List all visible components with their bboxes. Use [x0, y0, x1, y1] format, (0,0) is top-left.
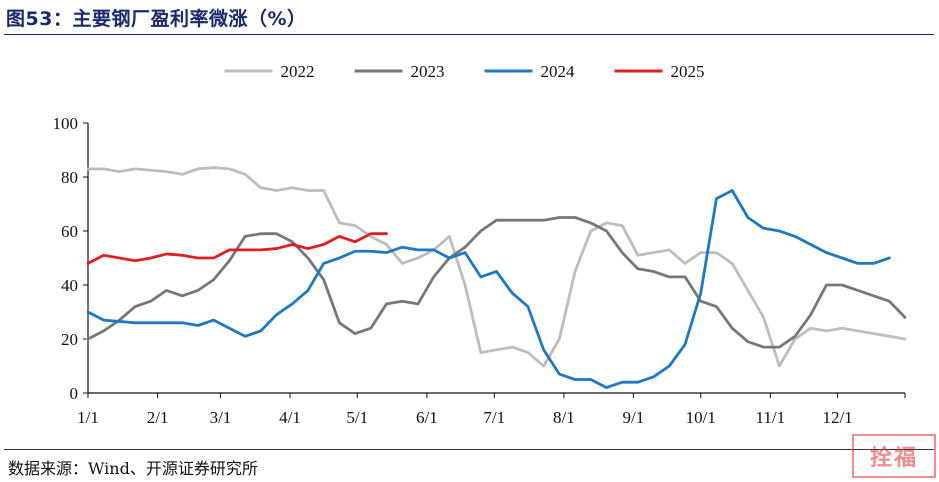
series-line-2022 [86, 166, 907, 368]
x-tick-label: 10/1 [686, 408, 716, 427]
x-tick-label: 5/1 [346, 408, 368, 427]
figure-title: 图53：主要钢厂盈利率微涨（%） [6, 8, 307, 30]
title-divider [4, 34, 934, 35]
watermark-stamp: 拴福 [852, 434, 936, 478]
x-tick-label: 12/1 [822, 408, 852, 427]
series-line-2025 [86, 232, 388, 265]
chart-legend: 2022 2023 2024 2025 [224, 62, 705, 81]
y-tick-label: 80 [61, 168, 78, 187]
legend-label-2023: 2023 [411, 62, 445, 81]
x-tick-label: 4/1 [279, 408, 301, 427]
x-tick-label: 8/1 [553, 408, 575, 427]
chart-axes: 0 20 40 60 80 100 1/1 2/1 3/1 4/1 5/1 6/1 7/1 8/1 9/1 1… [53, 114, 906, 427]
x-tick-label: 3/1 [210, 408, 232, 427]
line-chart: 2022 2023 2024 2025 0 20 40 60 80 100 1/1 2/1 3/1 4/… [53, 62, 907, 427]
y-tick-label: 60 [61, 222, 78, 241]
chart-series [86, 166, 907, 390]
x-tick-label: 7/1 [483, 408, 505, 427]
y-tick-label: 100 [53, 114, 79, 133]
legend-label-2024: 2024 [541, 62, 576, 81]
y-tick-label: 0 [70, 384, 79, 403]
source-divider [4, 449, 934, 450]
x-tick-label: 11/1 [756, 408, 786, 427]
legend-label-2025: 2025 [671, 62, 705, 81]
series-line-2024 [86, 189, 891, 390]
legend-label-2022: 2022 [281, 62, 315, 81]
x-tick-label: 1/1 [77, 408, 99, 427]
x-tick-label: 9/1 [622, 408, 644, 427]
y-tick-label: 20 [61, 330, 78, 349]
source-note: 数据来源：Wind、开源证券研究所 [8, 459, 258, 478]
x-tick-label: 2/1 [147, 408, 169, 427]
y-tick-label: 40 [61, 276, 78, 295]
x-tick-label: 6/1 [416, 408, 438, 427]
series-line-2023 [86, 216, 907, 349]
